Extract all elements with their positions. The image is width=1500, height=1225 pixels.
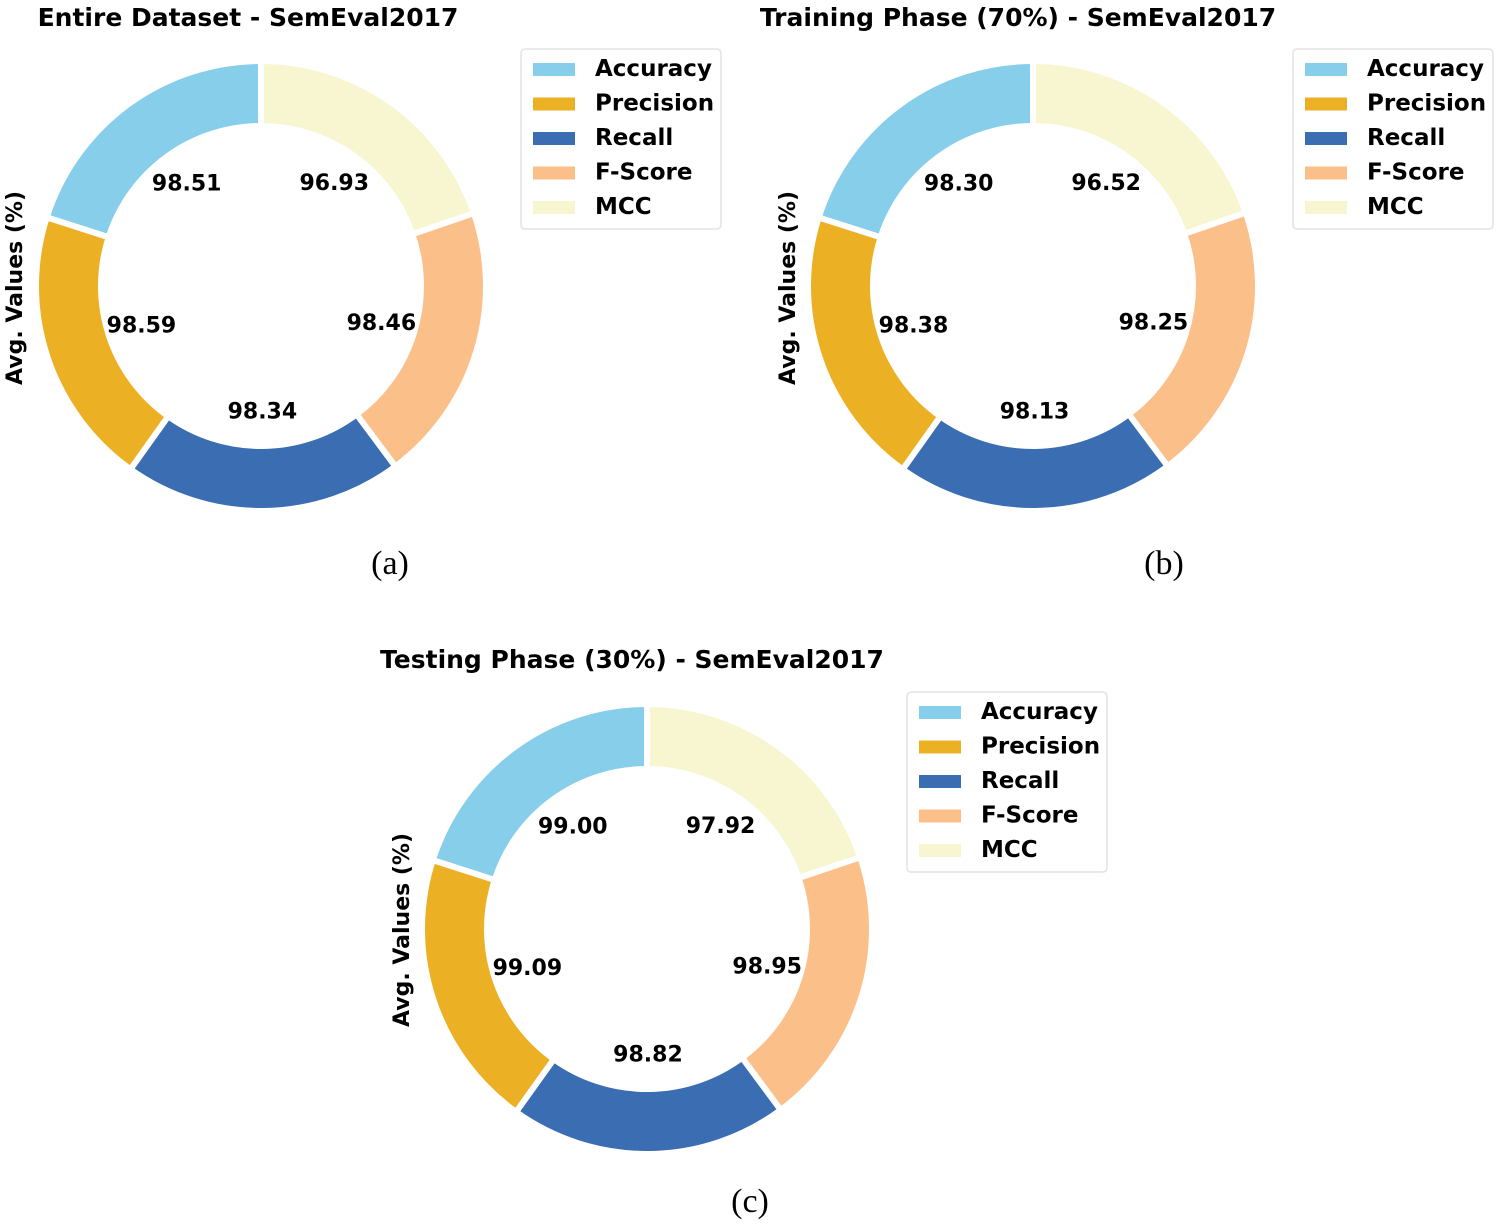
- slice-recall: [898, 409, 1172, 514]
- slice-f-score: [1124, 208, 1261, 471]
- legend-label-recall: Recall: [1367, 125, 1445, 151]
- value-labels: 99.00 99.09 98.82 98.95 97.92: [493, 814, 802, 1067]
- slice-f-score: [737, 853, 875, 1115]
- legend-label-precision: Precision: [981, 734, 1100, 760]
- value-label-f-score: 98.46: [347, 311, 417, 336]
- legend-label-mcc: MCC: [595, 194, 652, 220]
- value-label-precision: 98.59: [107, 313, 177, 338]
- value-label-precision: 99.09: [493, 956, 563, 981]
- slice-mcc: [644, 700, 865, 882]
- legend: Accuracy Precision Recall F-Score MCC: [520, 48, 722, 230]
- panel-caption: (b): [1144, 545, 1184, 582]
- legend-label-precision: Precision: [1367, 91, 1486, 117]
- value-labels: 98.51 98.59 98.34 98.46 96.93: [107, 171, 417, 425]
- legend-swatch-accuracy: [1305, 63, 1347, 76]
- legend-label-f-score: F-Score: [981, 803, 1079, 829]
- value-labels: 98.30 98.38 98.13 98.25 96.52: [879, 171, 1189, 425]
- legend-label-f-score: F-Score: [595, 160, 693, 186]
- value-label-recall: 98.34: [228, 399, 298, 424]
- chart-title: Testing Phase (30%) - SemEval2017: [380, 645, 884, 674]
- legend-label-f-score: F-Score: [1367, 160, 1465, 186]
- value-label-f-score: 98.25: [1119, 311, 1189, 336]
- slice-recall: [511, 1053, 785, 1157]
- value-label-f-score: 98.95: [732, 954, 802, 979]
- legend-label-precision: Precision: [595, 91, 714, 117]
- legend-frame: [1292, 48, 1494, 230]
- legend-swatch-f-score: [1305, 166, 1347, 180]
- legend-swatch-precision: [533, 97, 575, 111]
- value-label-recall: 98.13: [1000, 399, 1070, 424]
- value-label-mcc: 96.93: [299, 171, 369, 196]
- slice-mcc: [1030, 57, 1250, 238]
- slice-accuracy: [429, 700, 650, 884]
- donut-chart-entire-dataset: Entire Dataset - SemEval2017 Avg. Values…: [3, 3, 722, 582]
- legend-swatch-mcc: [919, 844, 961, 857]
- value-label-accuracy: 99.00: [538, 815, 608, 840]
- panel-caption: (c): [731, 1183, 769, 1220]
- legend-swatch-f-score: [919, 809, 961, 823]
- donut-slices: [33, 57, 489, 514]
- legend-swatch-accuracy: [919, 706, 961, 719]
- legend-label-recall: Recall: [981, 768, 1059, 794]
- slice-precision: [419, 856, 559, 1117]
- legend-label-accuracy: Accuracy: [595, 56, 712, 82]
- legend-swatch-f-score: [533, 166, 575, 180]
- legend-label-mcc: MCC: [1367, 194, 1424, 220]
- legend-swatch-accuracy: [533, 63, 575, 76]
- value-label-precision: 98.38: [879, 313, 949, 338]
- slice-precision: [33, 213, 173, 474]
- value-label-mcc: 97.92: [686, 814, 756, 839]
- legend-label-accuracy: Accuracy: [1367, 56, 1484, 82]
- donut-chart-testing-phase: Testing Phase (30%) - SemEval2017 Avg. V…: [380, 645, 1108, 1220]
- legend-swatch-recall: [1305, 132, 1347, 145]
- legend-frame: [520, 48, 722, 230]
- donut-chart-training-phase: Training Phase (70%) - SemEval2017 Avg. …: [760, 3, 1494, 582]
- donut-slices: [805, 57, 1261, 514]
- value-label-accuracy: 98.30: [924, 172, 994, 197]
- y-axis-label: Avg. Values (%): [3, 191, 28, 385]
- y-axis-label: Avg. Values (%): [390, 833, 415, 1027]
- legend-swatch-mcc: [1305, 201, 1347, 214]
- legend-swatch-recall: [919, 775, 961, 788]
- panel-caption: (a): [371, 545, 409, 582]
- legend-swatch-precision: [1305, 97, 1347, 111]
- legend-label-recall: Recall: [595, 125, 673, 151]
- value-label-mcc: 96.52: [1071, 171, 1141, 196]
- y-axis-label: Avg. Values (%): [776, 191, 801, 385]
- slice-accuracy: [814, 57, 1036, 242]
- slice-mcc: [258, 57, 478, 238]
- chart-title: Training Phase (70%) - SemEval2017: [760, 3, 1276, 32]
- legend: Accuracy Precision Recall F-Score MCC: [906, 691, 1108, 873]
- legend-frame: [906, 691, 1108, 873]
- legend-label-accuracy: Accuracy: [981, 699, 1098, 725]
- legend-swatch-mcc: [533, 201, 575, 214]
- legend-swatch-recall: [533, 132, 575, 145]
- legend-label-mcc: MCC: [981, 837, 1038, 863]
- chart-title: Entire Dataset - SemEval2017: [38, 3, 459, 32]
- legend: Accuracy Precision Recall F-Score MCC: [1292, 48, 1494, 230]
- slice-recall: [126, 410, 400, 514]
- donut-slices: [419, 700, 875, 1157]
- value-label-accuracy: 98.51: [152, 172, 222, 197]
- slice-precision: [805, 213, 945, 474]
- slice-accuracy: [42, 57, 264, 241]
- value-label-recall: 98.82: [613, 1042, 683, 1067]
- legend-swatch-precision: [919, 740, 961, 754]
- slice-f-score: [352, 209, 489, 471]
